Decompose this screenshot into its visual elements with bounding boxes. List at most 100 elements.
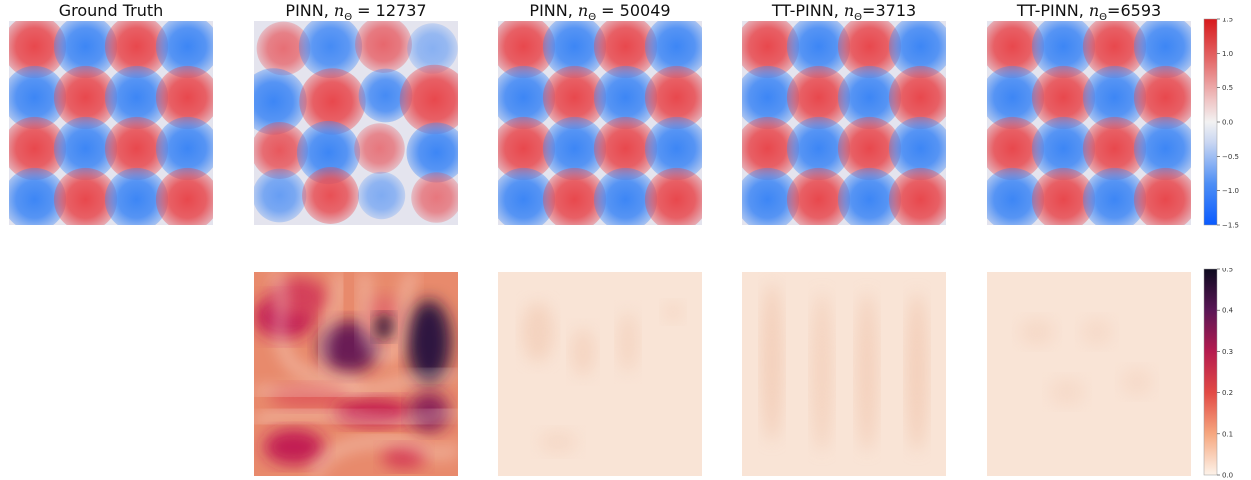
- heatmap-cell: [644, 116, 702, 181]
- error-blob: [618, 312, 638, 372]
- heatmap-ttpinn-6593: [987, 21, 1191, 225]
- heatmap-cell: [888, 65, 946, 130]
- heatmap-cell: [155, 21, 213, 79]
- heatmap-cell: [104, 167, 169, 225]
- error-background: [987, 272, 1191, 476]
- heatmap-cell: [837, 167, 902, 225]
- heatmap-cell: [355, 21, 412, 73]
- error-blob: [271, 277, 327, 317]
- heatmap-cell: [593, 167, 658, 225]
- error-blob: [1081, 318, 1113, 346]
- error-contour: [319, 272, 343, 368]
- colorbar-tick-label: 1.5: [1222, 18, 1233, 24]
- error-blob: [812, 292, 832, 452]
- heatmap-pinn-12737: [254, 21, 458, 225]
- heatmap-cell: [1133, 116, 1191, 181]
- title-subscript: Θ: [588, 12, 597, 24]
- heatmap-cell: [987, 21, 1045, 79]
- heatmap-cell: [593, 116, 658, 181]
- heatmap-cell: [9, 65, 67, 130]
- heatmap-cell: [298, 21, 363, 79]
- heatmap-cell: [53, 116, 118, 181]
- colorbar-gradient: [1203, 268, 1218, 476]
- error-blob: [1019, 318, 1055, 346]
- error-blob: [522, 302, 554, 362]
- colorbar-tick-label: 0.1: [1222, 430, 1233, 438]
- error-blob: [409, 392, 449, 432]
- colorbar-tick-label: 0.0: [1222, 119, 1233, 127]
- title-prefix: PINN,: [285, 1, 334, 20]
- heatmap-cell: [1133, 167, 1191, 225]
- heatmap-pinn-50049: [498, 21, 702, 225]
- heatmap-cell: [399, 64, 458, 135]
- heatmap-cell: [542, 116, 607, 181]
- title-suffix: =6593: [1107, 1, 1162, 20]
- heatmap-cell: [542, 21, 607, 79]
- heatmap-cell: [53, 65, 118, 130]
- heatmap-cell: [644, 65, 702, 130]
- error-contour: [361, 272, 417, 361]
- title-n-symbol: n: [577, 1, 589, 20]
- heatmap-cell: [888, 21, 946, 79]
- title-pinn-50049: PINN, nΘ = 50049: [498, 0, 702, 24]
- error-contour: [311, 438, 458, 476]
- heatmap-cell: [155, 116, 213, 181]
- heatmap-cell: [837, 116, 902, 181]
- heatmap-cell: [299, 68, 366, 135]
- heatmap-cell: [9, 116, 67, 181]
- colorbar-tick-label: 0.0: [1222, 472, 1233, 480]
- error-blob: [382, 445, 426, 469]
- heatmap-cell: [9, 21, 67, 79]
- title-prefix: TT-PINN,: [1016, 1, 1089, 20]
- heatmap-cell: [357, 171, 406, 220]
- heatmap-cell: [354, 123, 405, 174]
- error-blob: [264, 429, 324, 465]
- colorbar-tick-label: 0.4: [1222, 307, 1234, 315]
- error-map-ttpinn-3713: [742, 272, 946, 476]
- heatmap-cell: [254, 122, 308, 179]
- heatmap-cell: [104, 65, 169, 130]
- heatmap-cell: [786, 116, 851, 181]
- heatmap-cell: [498, 21, 556, 79]
- heatmap-cell: [1082, 116, 1147, 181]
- heatmap-ground-truth: [9, 21, 213, 225]
- title-prefix: PINN,: [529, 1, 578, 20]
- heatmap-cell: [987, 65, 1045, 130]
- heatmap-cell: [498, 116, 556, 181]
- heatmap-cell: [254, 68, 307, 135]
- title-ground-truth: Ground Truth: [58, 1, 164, 20]
- heatmap-ttpinn-3713: [742, 21, 946, 225]
- title-n-symbol: n: [1088, 1, 1100, 20]
- heatmap-cell: [1082, 167, 1147, 225]
- error-map-ttpinn-6593: [987, 272, 1191, 476]
- colorbar-tick-label: 0.2: [1222, 389, 1233, 397]
- heatmap-cell: [411, 172, 458, 223]
- heatmap-cell: [644, 21, 702, 79]
- colorbar-tick-label: −0.5: [1222, 153, 1239, 161]
- error-blob: [1049, 378, 1085, 406]
- heatmap-cell: [1082, 65, 1147, 130]
- error-blob: [269, 385, 349, 409]
- heatmap-cell: [593, 21, 658, 79]
- error-blob: [907, 292, 927, 452]
- title-subscript: Θ: [1099, 12, 1108, 24]
- heatmap-cell: [1082, 21, 1147, 79]
- heatmap-cell: [1133, 65, 1191, 130]
- colorbar-tick-label: 0.3: [1222, 348, 1233, 356]
- heatmap-cell: [1031, 65, 1096, 130]
- error-blob: [407, 300, 451, 384]
- heatmap-cell: [888, 167, 946, 225]
- heatmap-cell: [542, 65, 607, 130]
- heatmap-cell: [542, 167, 607, 225]
- colorbar-gradient: [1203, 18, 1218, 226]
- error-blob: [663, 302, 683, 322]
- heatmap-cell: [104, 116, 169, 181]
- heatmap-cell: [786, 21, 851, 79]
- heatmap-cell: [742, 167, 800, 225]
- heatmap-cell: [358, 68, 413, 123]
- heatmap-cell: [987, 116, 1045, 181]
- heatmap-cell: [987, 167, 1045, 225]
- heatmap-cell: [498, 65, 556, 130]
- heatmap-cell: [786, 167, 851, 225]
- heatmap-cell: [837, 65, 902, 130]
